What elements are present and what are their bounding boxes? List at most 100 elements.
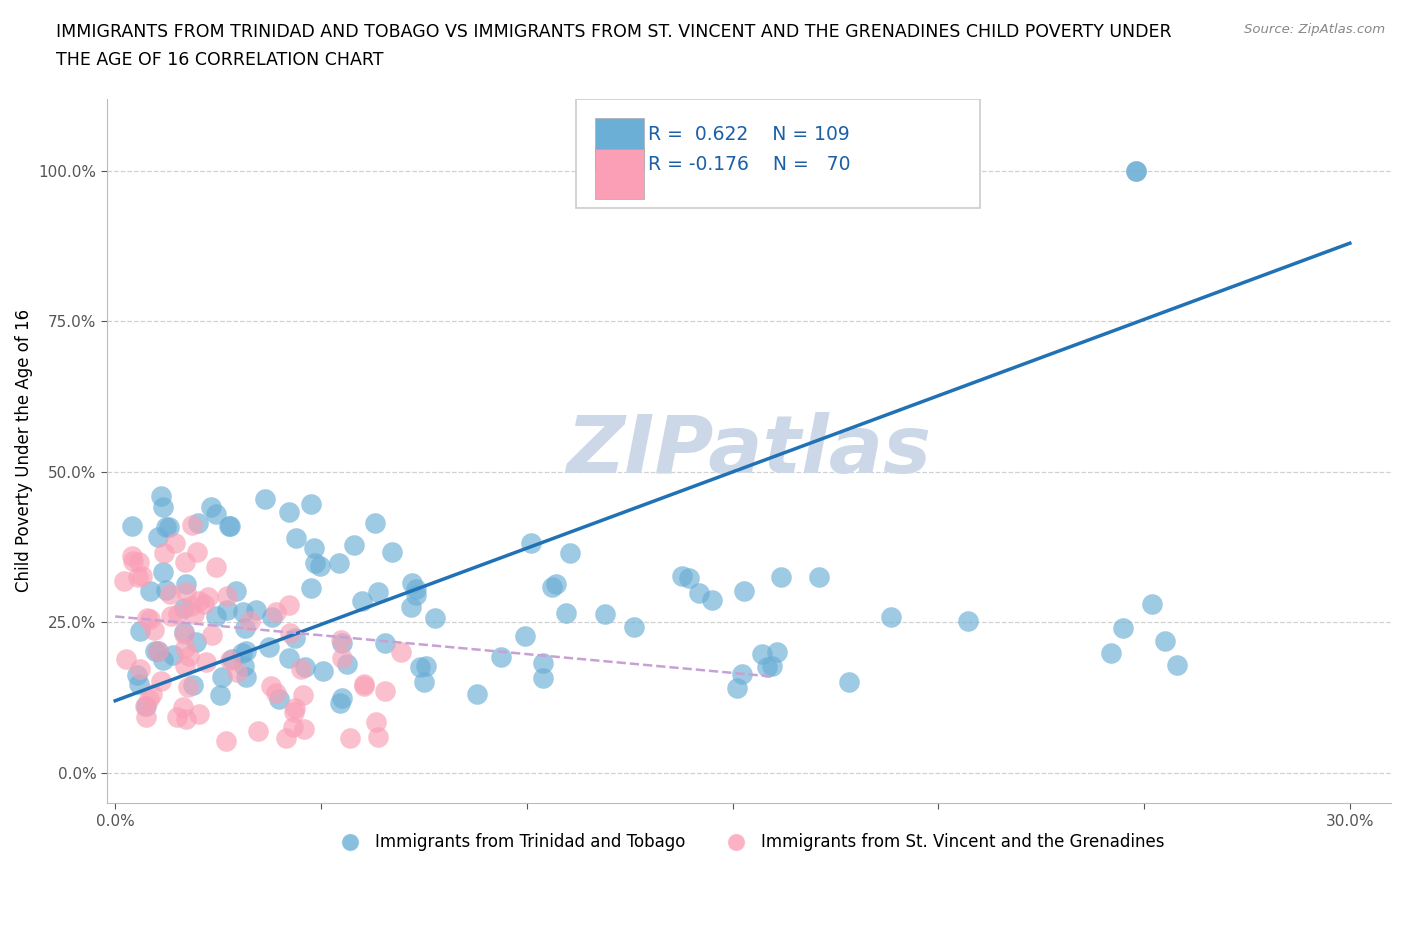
Point (122, 554, 145, 569)
Point (134, 698, 156, 713)
Point (215, 603, 238, 618)
Point (304, 556, 326, 571)
Point (399, 600, 422, 615)
Point (128, 554, 150, 569)
Point (167, 606, 190, 621)
Point (187, 516, 209, 531)
Point (188, 593, 211, 608)
Point (177, 680, 200, 695)
Point (232, 658, 254, 673)
Point (277, 597, 299, 612)
Point (208, 688, 231, 703)
Point (332, 690, 354, 705)
Point (731, 667, 754, 682)
Point (401, 576, 423, 591)
Point (129, 623, 152, 638)
Point (152, 565, 174, 580)
Point (374, 635, 396, 650)
Point (329, 696, 352, 711)
Point (364, 515, 387, 530)
Point (173, 554, 195, 569)
Point (139, 612, 162, 627)
Point (285, 530, 308, 545)
Point (195, 654, 218, 669)
Point (339, 731, 361, 746)
Point (807, 569, 830, 584)
Point (201, 628, 224, 643)
Text: IMMIGRANTS FROM TRINIDAD AND TOBAGO VS IMMIGRANTS FROM ST. VINCENT AND THE GRENA: IMMIGRANTS FROM TRINIDAD AND TOBAGO VS I… (56, 23, 1171, 41)
Point (165, 535, 187, 550)
Point (135, 710, 157, 724)
Point (284, 631, 307, 645)
Point (197, 590, 219, 604)
Point (405, 588, 427, 603)
Text: R = -0.176    N =   70: R = -0.176 N = 70 (648, 155, 851, 174)
Point (269, 692, 291, 707)
Point (121, 518, 143, 533)
Point (544, 577, 567, 591)
Point (125, 668, 148, 683)
Point (138, 691, 160, 706)
Point (152, 546, 174, 561)
Point (127, 569, 149, 584)
Point (409, 659, 432, 674)
Point (155, 582, 177, 597)
Point (173, 626, 195, 641)
Point (174, 641, 197, 656)
Point (183, 606, 205, 621)
Point (733, 583, 755, 598)
Point (218, 518, 240, 533)
Point (415, 658, 437, 673)
Point (149, 489, 172, 504)
FancyBboxPatch shape (595, 118, 644, 169)
FancyBboxPatch shape (575, 99, 980, 208)
Point (193, 596, 215, 611)
Text: ZIPatlas: ZIPatlas (567, 412, 932, 490)
Point (114, 651, 136, 666)
Point (218, 518, 240, 533)
Point (353, 676, 375, 691)
Point (277, 650, 299, 665)
Point (129, 662, 152, 677)
Point (257, 639, 280, 654)
Point (221, 652, 243, 667)
Point (541, 579, 564, 594)
Point (336, 657, 359, 671)
Text: THE AGE OF 16 CORRELATION CHART: THE AGE OF 16 CORRELATION CHART (56, 51, 384, 69)
Point (128, 677, 150, 692)
Point (146, 644, 169, 658)
Point (218, 652, 240, 667)
Point (374, 684, 396, 698)
Point (513, 628, 536, 643)
Point (239, 614, 262, 629)
Point (489, 650, 512, 665)
Point (135, 698, 157, 713)
Point (139, 583, 162, 598)
Point (465, 686, 488, 701)
Point (751, 646, 773, 661)
Point (204, 507, 226, 522)
Point (284, 701, 307, 716)
Point (688, 585, 710, 600)
Point (235, 670, 257, 684)
Point (166, 710, 188, 724)
Point (187, 707, 209, 722)
Point (143, 644, 166, 658)
Point (880, 609, 903, 624)
Point (260, 678, 283, 693)
Point (204, 560, 226, 575)
Point (1112, 621, 1135, 636)
Point (1166, 658, 1188, 672)
Point (309, 559, 332, 574)
Point (211, 670, 233, 684)
Point (276, 730, 298, 745)
Point (623, 620, 645, 635)
Point (131, 569, 153, 584)
Point (301, 497, 323, 512)
Point (174, 584, 197, 599)
Point (260, 609, 283, 624)
Point (159, 587, 181, 602)
Point (281, 720, 304, 735)
Point (700, 592, 723, 607)
Point (146, 529, 169, 544)
